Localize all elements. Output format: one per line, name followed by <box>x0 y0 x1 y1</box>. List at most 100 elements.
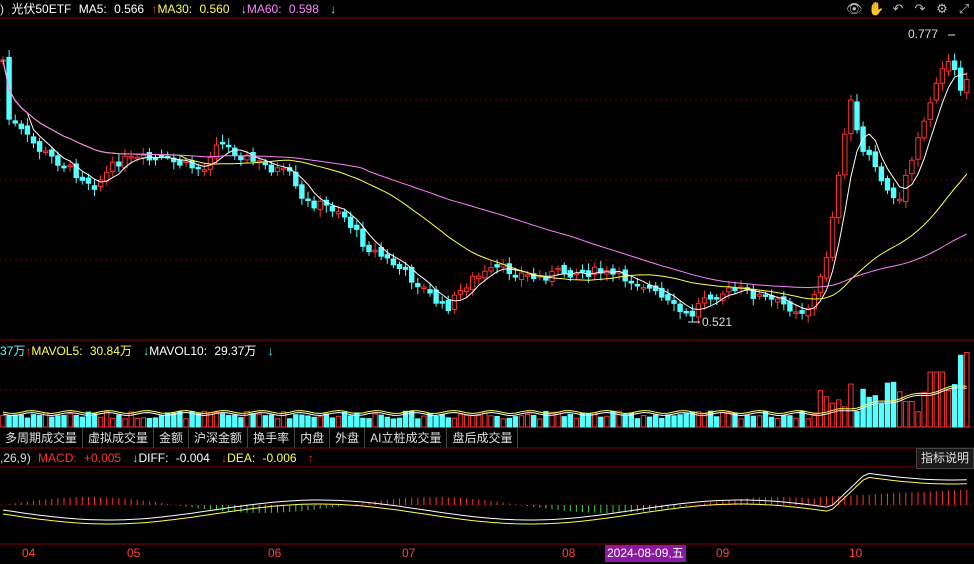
volume-bar <box>232 414 238 428</box>
volume-bar <box>561 416 567 428</box>
tab-inner[interactable]: 内盘 <box>295 428 331 448</box>
candle-body <box>921 120 927 139</box>
volume-bar <box>238 417 244 428</box>
volume-bar <box>372 413 378 428</box>
price-legend: ) 光伏50ETF MA5: 0.566 ↑MA30: 0.560 ↓MA60:… <box>0 0 340 18</box>
volume-bar <box>256 413 262 428</box>
volume-bar <box>897 391 903 428</box>
candle-body <box>695 303 702 318</box>
candle-body <box>85 177 92 184</box>
candle-body <box>97 179 104 188</box>
candle-body <box>878 166 885 182</box>
candle-body <box>305 198 311 202</box>
volume-bar <box>36 414 43 428</box>
volume-bar <box>171 412 177 428</box>
volume-bar <box>756 415 763 428</box>
candle-body <box>762 294 769 297</box>
mavol10-arrow: ↓ <box>143 344 150 358</box>
tab-after-hours-volume[interactable]: 盘后成交量 <box>447 428 519 448</box>
volume-bar <box>128 411 134 428</box>
volume-bar <box>287 418 293 428</box>
volume-bar <box>793 417 799 428</box>
candle-body <box>354 224 360 230</box>
candle-body <box>494 264 500 268</box>
ma30-label: MA30: 0.560 <box>157 2 230 16</box>
volume-bar <box>531 414 537 428</box>
volume-bar <box>24 417 31 428</box>
volume-bar <box>122 418 128 428</box>
volume-bar <box>512 416 519 428</box>
indicator-help-button[interactable]: 指标说明 <box>915 448 974 469</box>
volume-bar <box>500 418 506 428</box>
volume-bar <box>787 415 793 428</box>
volume-bar <box>134 417 140 428</box>
hand-icon[interactable]: ✋ <box>868 1 885 16</box>
candle-body <box>592 266 598 275</box>
volume-bar <box>317 416 323 428</box>
tab-ai-volume[interactable]: AI立桩成交量 <box>365 428 448 448</box>
redo-icon[interactable]: ↷ <box>914 1 926 16</box>
tab-amount[interactable]: 金额 <box>154 428 190 448</box>
volume-bar <box>866 396 872 428</box>
volume-bar <box>140 417 147 428</box>
volume-bar <box>506 417 513 428</box>
volume-bar <box>293 414 299 428</box>
volume-bar <box>726 412 732 428</box>
volume-bar <box>152 417 159 428</box>
volume-bar <box>811 413 817 428</box>
volume-bar <box>6 415 12 428</box>
candle-body <box>55 155 61 166</box>
candle-body <box>799 310 805 314</box>
candle-body <box>598 268 604 274</box>
candle-body <box>49 149 55 157</box>
candle-body <box>43 150 49 153</box>
volume-bar <box>903 401 909 428</box>
candle-body <box>146 152 153 161</box>
diff-label: DIFF: -0.004 <box>138 451 210 465</box>
candle-body <box>628 280 634 284</box>
tab-virtual-volume[interactable]: 虚拟成交量 <box>83 428 155 448</box>
candle-body <box>640 287 647 290</box>
tab-multi-period-volume[interactable]: 多周期成交量 <box>0 428 84 448</box>
candle-body <box>854 101 860 131</box>
volume-bar <box>61 414 67 428</box>
undo-icon[interactable]: ↶ <box>892 1 904 16</box>
volume-bar <box>116 414 122 428</box>
volume-bar <box>842 406 848 428</box>
volume-bar <box>714 416 720 428</box>
settings-icon[interactable]: ⚙ <box>936 1 948 16</box>
candle-body <box>12 120 18 124</box>
candle-body <box>872 151 878 168</box>
volume-bar <box>183 418 189 428</box>
candle-body <box>177 159 183 166</box>
candle-body <box>213 144 220 159</box>
candle-body <box>390 258 397 266</box>
tab-turnover[interactable]: 换手率 <box>248 428 296 448</box>
candle-body <box>811 294 817 310</box>
expand-icon[interactable]: ⤢ <box>958 1 970 16</box>
candle-body <box>646 284 653 289</box>
volume-bar <box>73 414 79 428</box>
volume-bar <box>433 415 439 428</box>
candle-body <box>817 276 824 294</box>
dea-line <box>2 476 967 525</box>
candle-body <box>677 303 683 313</box>
volume-bar <box>768 416 775 428</box>
candle-body <box>409 266 415 283</box>
volume-bar <box>958 354 964 428</box>
diff-line <box>2 472 967 521</box>
volume-bar <box>268 414 275 428</box>
candle-body <box>262 162 269 166</box>
month-label: 08 <box>562 546 576 560</box>
volume-bar <box>518 415 525 428</box>
macd-params: ,26,9) <box>0 451 31 465</box>
candle-body <box>714 297 720 300</box>
candle-body <box>951 60 958 71</box>
ma60-line <box>2 59 968 289</box>
volume-bar <box>219 413 226 428</box>
candle-body <box>848 99 854 135</box>
eye-icon[interactable]: 👁 <box>846 1 863 16</box>
tab-outer[interactable]: 外盘 <box>330 428 366 448</box>
tab-hs-amount[interactable]: 沪深金额 <box>189 428 249 448</box>
